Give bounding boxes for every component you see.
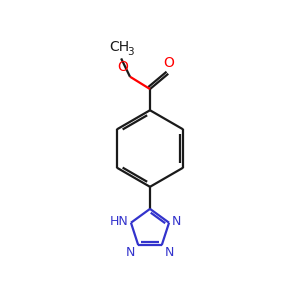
Text: 3: 3 [127,47,134,57]
Text: O: O [118,60,128,74]
Text: HN: HN [109,215,128,228]
Text: N: N [165,246,174,259]
Text: CH: CH [110,40,130,54]
Text: N: N [172,215,182,228]
Text: N: N [126,246,135,259]
Text: O: O [164,56,175,70]
